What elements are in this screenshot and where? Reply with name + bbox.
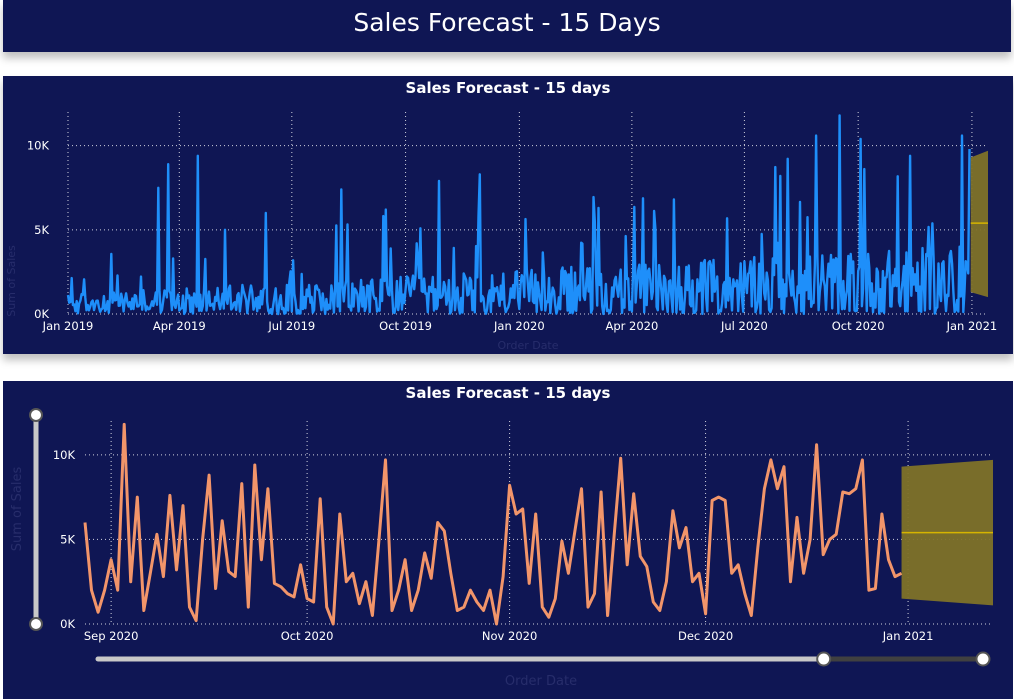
x-range-slider-handle-right[interactable] — [975, 651, 991, 667]
y-tick-label: 5K — [60, 532, 75, 546]
x-axis-title: Order Date — [505, 674, 577, 689]
x-tick-label: Dec 2020 — [678, 629, 733, 643]
x-tick-label: Jan 2019 — [42, 319, 94, 333]
x-tick-label: Oct 2019 — [379, 319, 432, 333]
y-axis-title: Sum of Sales — [5, 245, 18, 317]
sales-series-line — [83, 422, 903, 626]
x-tick-label: Jan 2020 — [493, 319, 545, 333]
chart-panel-zoomed: Sales Forecast - 15 days Sum of Sales Or… — [3, 381, 1013, 699]
y-tick-label: 5K — [34, 223, 49, 237]
chart-title: Sales Forecast - 15 days — [406, 79, 611, 97]
page-header: Sales Forecast - 15 Days — [3, 0, 1011, 52]
y-tick-label: 10K — [53, 448, 76, 462]
x-axis-title: Order Date — [497, 339, 558, 352]
page-title: Sales Forecast - 15 Days — [353, 8, 661, 37]
x-tick-label: Jan 2021 — [946, 319, 998, 333]
grid — [85, 421, 993, 625]
y-range-slider-handle-top[interactable] — [29, 408, 43, 422]
x-tick-label: Nov 2020 — [482, 629, 537, 643]
y-axis-title: Sum of Sales — [10, 467, 25, 552]
y-range-slider-handle-bottom[interactable] — [29, 617, 43, 631]
y-tick-label: 0K — [60, 617, 75, 631]
x-tick-label: Sep 2020 — [84, 629, 139, 643]
chart-full-history: Sales Forecast - 15 days Sum of Sales Or… — [5, 79, 998, 352]
x-range-slider-handle-left[interactable] — [816, 651, 832, 667]
sales-series-line — [66, 114, 971, 316]
x-tick-label: Oct 2020 — [832, 319, 885, 333]
x-tick-label: Jan 2021 — [882, 629, 934, 643]
chart-panel-full-history: Sales Forecast - 15 days Sum of Sales Or… — [3, 76, 1013, 354]
y-tick-label: 10K — [27, 139, 50, 153]
y-tick-label: 0K — [34, 307, 49, 321]
x-tick-label: Apr 2019 — [153, 319, 206, 333]
forecast-confidence-band — [970, 150, 988, 298]
x-tick-label: Jul 2019 — [267, 319, 315, 333]
chart-zoomed: Sales Forecast - 15 days Sum of Sales Or… — [10, 384, 993, 689]
x-tick-label: Apr 2020 — [605, 319, 658, 333]
chart-title: Sales Forecast - 15 days — [406, 384, 611, 402]
x-tick-label: Jul 2020 — [720, 319, 768, 333]
x-tick-label: Oct 2020 — [281, 629, 334, 643]
